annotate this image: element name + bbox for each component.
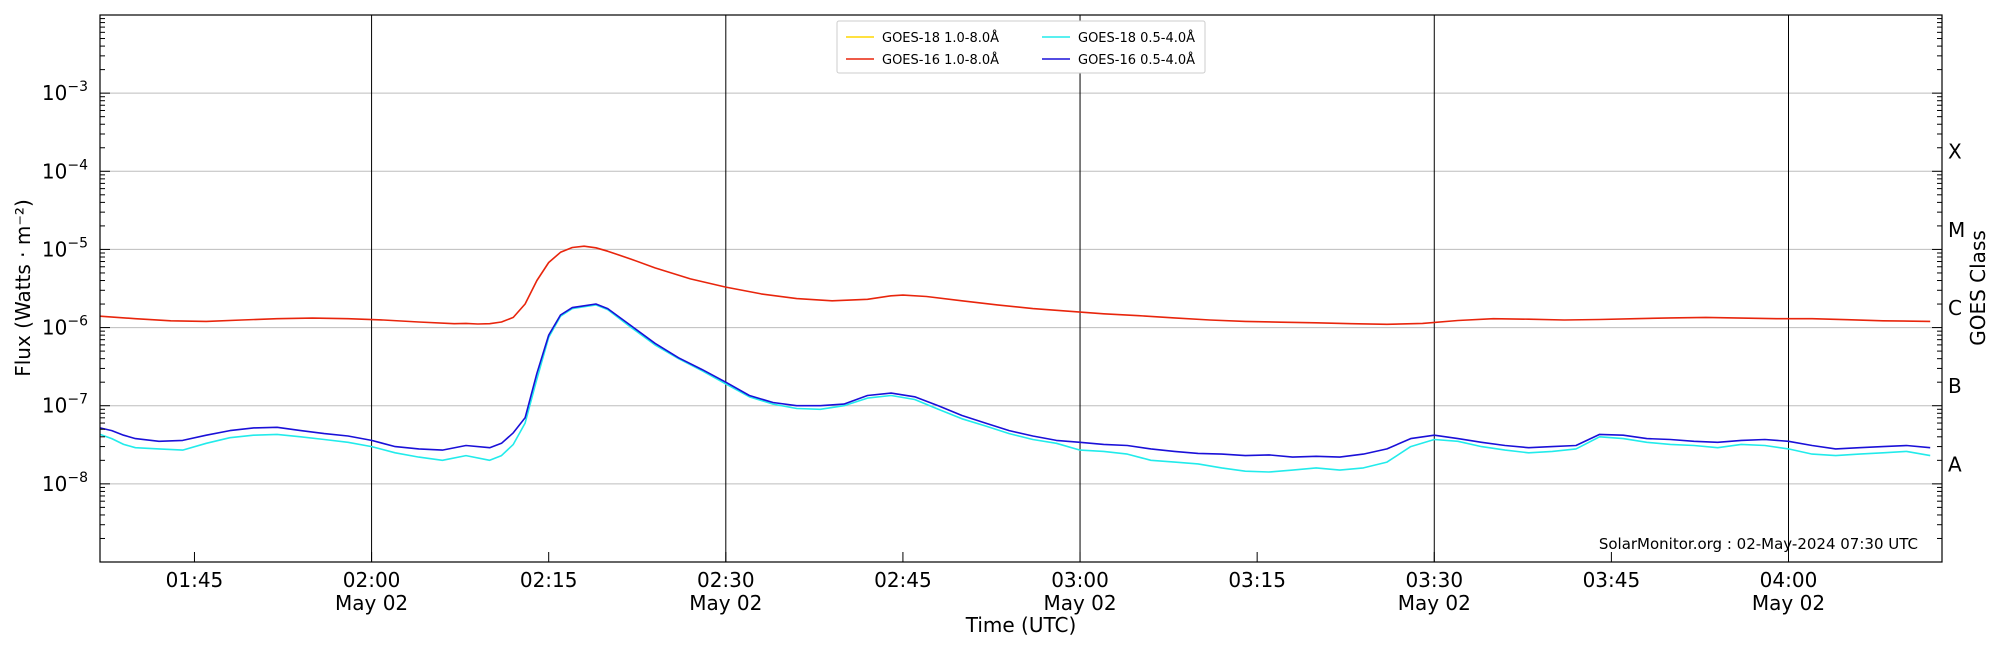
- x-tick-label-time: 03:30: [1405, 568, 1463, 592]
- y-tick-label-exponent: −5: [67, 235, 88, 251]
- x-tick-label-date: May 02: [1752, 591, 1825, 615]
- plot-background: [100, 15, 1942, 562]
- y-tick-label: 10−4: [42, 157, 88, 183]
- y-tick-label: 10−6: [42, 314, 88, 340]
- y-tick-label-base: 10: [42, 237, 67, 261]
- gridlines: [100, 92, 1942, 485]
- x-tick-label-time: 03:45: [1583, 568, 1641, 592]
- legend-label: GOES-16 1.0-8.0Å: [882, 52, 999, 68]
- x-tick-label-time: 03:00: [1051, 568, 1109, 592]
- legend-label: GOES-18 1.0-8.0Å: [882, 30, 999, 46]
- legend-label: GOES-16 0.5-4.0Å: [1078, 52, 1195, 68]
- y-tick-label-exponent: −4: [67, 157, 88, 173]
- y-tick-label: 10−8: [42, 470, 88, 496]
- y-tick-label-exponent: −7: [67, 392, 88, 408]
- series-line-1: [99, 245, 1931, 326]
- y-tick-label-base: 10: [42, 472, 67, 496]
- x-tick-label-time: 01:45: [166, 568, 224, 592]
- x-tick-label-time: 02:45: [874, 568, 932, 592]
- goes-class-label: X: [1948, 140, 1962, 164]
- plot-frame: [99, 14, 1943, 563]
- y-tick-label: 10−7: [42, 392, 88, 418]
- y-tick-label-exponent: −8: [67, 470, 88, 486]
- series-line-2: [99, 304, 1931, 473]
- date-marker-lines: [371, 15, 1789, 562]
- x-tick-label-date: May 02: [1398, 591, 1471, 615]
- x-tick-label-time: 02:30: [697, 568, 755, 592]
- credit-text: SolarMonitor.org : 02-May-2024 07:30 UTC: [1599, 535, 1918, 553]
- x-tick-label-time: 02:00: [343, 568, 401, 592]
- y-tick-label-exponent: −6: [67, 314, 88, 330]
- y-tick-label: 10−5: [42, 235, 88, 261]
- series-lines: [99, 245, 1931, 473]
- goes-class-label: C: [1948, 296, 1962, 320]
- legend: GOES-18 1.0-8.0Å GOES-16 1.0-8.0Å GOES-18 …: [836, 20, 1206, 74]
- y-tick-label: 10−3: [42, 79, 88, 105]
- x-tick-label-date: May 02: [1043, 591, 1116, 615]
- y-tick-label-exponent: −3: [67, 79, 88, 95]
- x-tick-label-time: 03:15: [1228, 568, 1286, 592]
- goes-class-label: A: [1948, 452, 1962, 476]
- legend-box: [836, 20, 1206, 74]
- goes-class-label: B: [1948, 374, 1962, 398]
- x-tick-label-date: May 02: [335, 591, 408, 615]
- y-tick-label-base: 10: [42, 394, 67, 418]
- axis-ticks: [100, 18, 1942, 562]
- y-tick-label-base: 10: [42, 159, 67, 183]
- x-tick-label-date: May 02: [689, 591, 762, 615]
- legend-label: GOES-18 0.5-4.0Å: [1078, 30, 1195, 46]
- x-axis-title: Time (UTC): [965, 613, 1077, 637]
- x-tick-label-time: 04:00: [1760, 568, 1818, 592]
- goes-class-label: M: [1948, 218, 1965, 242]
- x-tick-label-time: 02:15: [520, 568, 578, 592]
- y-tick-label-base: 10: [42, 81, 67, 105]
- y-tick-label-base: 10: [42, 316, 67, 340]
- series-line-3: [99, 303, 1931, 458]
- y-axis-title: Flux (Watts · m⁻²): [11, 199, 35, 377]
- right-axis-title: GOES Class: [1966, 230, 1990, 346]
